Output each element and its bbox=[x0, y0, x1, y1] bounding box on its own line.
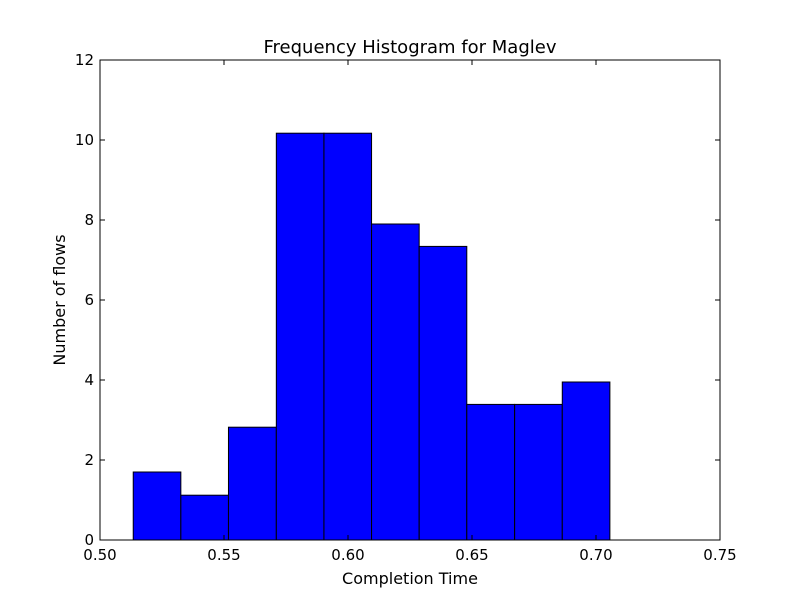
histogram-bar bbox=[561, 381, 611, 541]
y-tick-label: 4 bbox=[84, 371, 94, 389]
y-tick-label: 2 bbox=[84, 451, 94, 469]
y-tick-label: 12 bbox=[75, 51, 94, 69]
y-tick-label: 0 bbox=[84, 531, 94, 549]
x-tick-label: 0.60 bbox=[331, 546, 364, 564]
x-tick-label: 0.50 bbox=[83, 546, 116, 564]
plot-frame bbox=[99, 59, 721, 541]
histogram-bar bbox=[323, 132, 373, 541]
x-tick-label: 0.70 bbox=[579, 546, 612, 564]
x-tick-label: 0.65 bbox=[455, 546, 488, 564]
y-tick-label: 10 bbox=[75, 131, 94, 149]
bars-group bbox=[132, 132, 611, 541]
histogram-bar bbox=[466, 403, 516, 541]
histogram-bar bbox=[371, 223, 420, 541]
histogram-bar bbox=[275, 132, 325, 541]
chart-title: Frequency Histogram for Maglev bbox=[264, 37, 557, 58]
histogram-bar bbox=[227, 426, 277, 541]
histogram-bar bbox=[514, 403, 563, 541]
histogram-bar bbox=[132, 471, 182, 541]
x-tick-label: 0.75 bbox=[703, 546, 736, 564]
histogram-bar bbox=[180, 494, 229, 541]
histogram-bar bbox=[418, 245, 468, 541]
x-axis-label: Completion Time bbox=[342, 569, 478, 588]
y-tick-label: 8 bbox=[84, 211, 94, 229]
y-tick-label: 6 bbox=[84, 291, 94, 309]
y-axis-label: Number of flows bbox=[50, 234, 69, 365]
x-tick-label: 0.55 bbox=[207, 546, 240, 564]
